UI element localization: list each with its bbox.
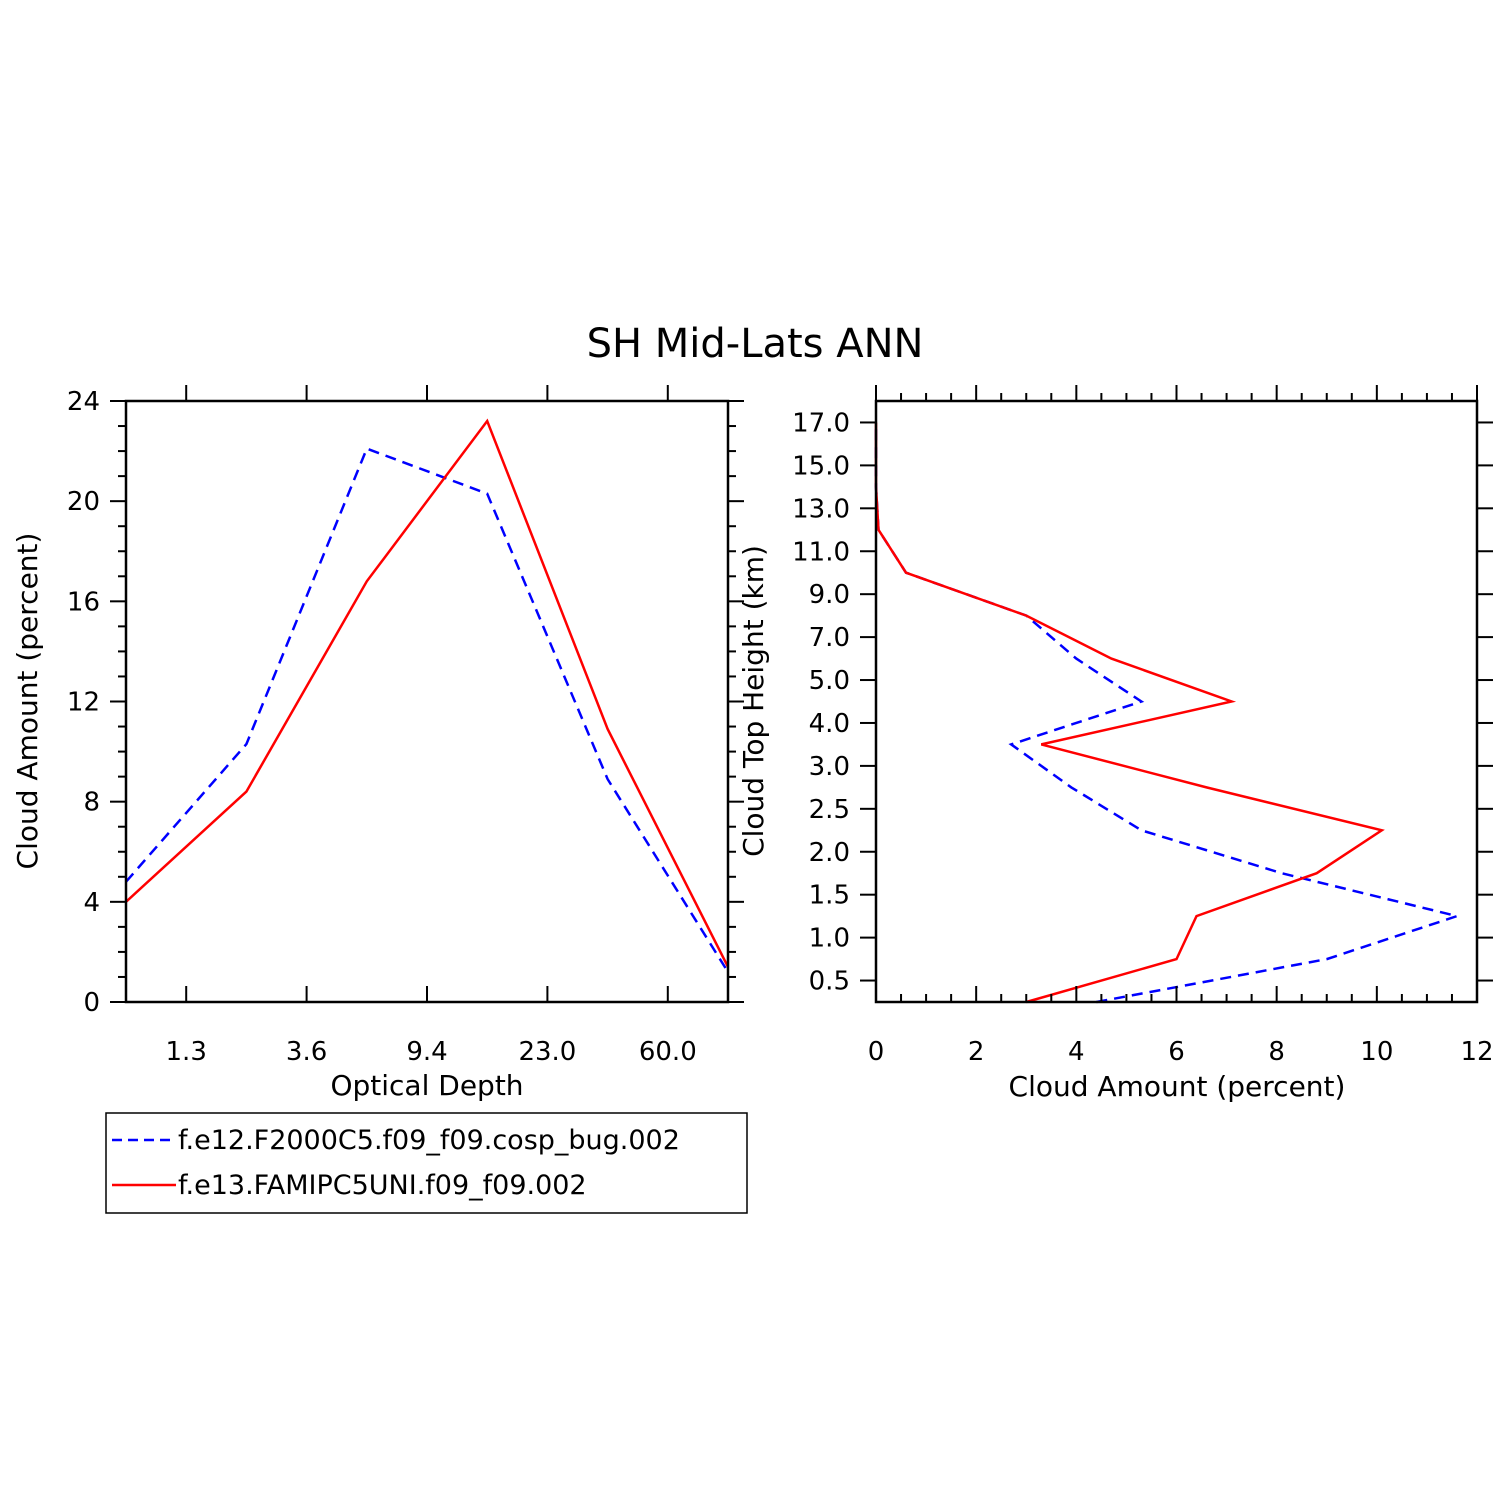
- optical-depth-y-tick-label: 24: [67, 387, 100, 417]
- cloud-top-height-y-tick-label: 0.5: [809, 967, 850, 997]
- optical-depth-y-tick-label: 8: [83, 788, 100, 818]
- chart-title: SH Mid-Lats ANN: [587, 321, 924, 367]
- optical-depth-x-tick-label: 60.0: [639, 1037, 697, 1067]
- cloud-top-height-ticks: 0 2 4 6 8 10 12 0.5 1.0 1.5 2.0 2.5 3.0 4.0 5.0 7.0 9.0 1…: [792, 385, 1494, 1067]
- optical-depth-x-axis-label: Optical Depth: [330, 1069, 523, 1102]
- cloud-top-height-x-tick-label: 8: [1268, 1037, 1285, 1067]
- cloud-top-height-y-tick-label: 11.0: [792, 537, 850, 567]
- cloud-top-height-y-tick-label: 5.0: [809, 666, 850, 696]
- cloud-top-height-y-tick-label: 15.0: [792, 451, 850, 481]
- cloud-top-height-x-tick-label: 2: [968, 1037, 985, 1067]
- cloud-top-height-line-series-1: [874, 422, 1462, 1004]
- optical-depth-x-tick-label: 3.6: [286, 1037, 327, 1067]
- legend-frame: [105, 1112, 748, 1214]
- cloud-top-height-y-tick-label: 9.0: [809, 580, 850, 610]
- cloud-top-height-x-tick-label: 6: [1168, 1037, 1185, 1067]
- optical-depth-x-tick-label: 23.0: [518, 1037, 576, 1067]
- cloud-top-height-y-tick-label: 1.5: [809, 881, 850, 911]
- optical-depth-y-tick-label: 12: [67, 688, 100, 718]
- optical-depth-x-tick-label: 1.3: [166, 1037, 207, 1067]
- optical-depth-y-tick-label: 0: [83, 988, 100, 1018]
- optical-depth-panel: 1.3 3.6 9.4 23.0 60.0 0 4 8 12 16 20 24 Optical Dep…: [11, 385, 744, 1102]
- optical-depth-y-tick-label: 20: [67, 487, 100, 517]
- optical-depth-y-tick-label: 16: [67, 587, 100, 617]
- legend-label-series-a: f.e12.F2000C5.f09_f09.cosp_bug.002: [178, 1125, 680, 1156]
- cloud-top-height-plot-frame: [874, 399, 1479, 1004]
- optical-depth-line-series-2: [125, 418, 730, 968]
- legend-label-series-b: f.e13.FAMIPC5UNI.f09_f09.002: [178, 1170, 587, 1201]
- cloud-top-height-y-axis-label: Cloud Top Height (km): [737, 545, 770, 857]
- cloud-top-height-y-tick-label: 2.0: [809, 838, 850, 868]
- optical-depth-plot-frame: [124, 399, 730, 1004]
- legend: f.e12.F2000C5.f09_f09.cosp_bug.002 f.e13…: [105, 1112, 748, 1214]
- cloud-top-height-y-tick-label: 2.5: [809, 795, 850, 825]
- cloud-top-height-y-tick-label: 7.0: [809, 623, 850, 653]
- cloud-top-height-panel: 0 2 4 6 8 10 12 0.5 1.0 1.5 2.0 2.5 3.0 4.0 5.0 7.0 9.0 1…: [737, 385, 1494, 1103]
- cloud-top-height-y-tick-label: 1.0: [809, 924, 850, 954]
- optical-depth-y-axis-label: Cloud Amount (percent): [11, 533, 44, 870]
- cloud-top-height-series-group: [874, 422, 1462, 1004]
- cloud-top-height-x-tick-label: 0: [868, 1037, 885, 1067]
- optical-depth-line-series-1: [125, 447, 730, 973]
- optical-depth-y-tick-label: 4: [83, 888, 100, 918]
- cloud-top-height-y-tick-label: 17.0: [792, 408, 850, 438]
- optical-depth-series-group: [125, 418, 730, 973]
- optical-depth-ticks: 1.3 3.6 9.4 23.0 60.0 0 4 8 12 16 20 24: [67, 385, 744, 1067]
- optical-depth-x-tick-label: 9.4: [406, 1037, 447, 1067]
- cloud-top-height-x-tick-label: 12: [1460, 1037, 1493, 1067]
- cloud-top-height-x-tick-label: 10: [1360, 1037, 1393, 1067]
- cloud-top-height-y-tick-label: 13.0: [792, 494, 850, 524]
- cloud-top-height-line-series-2: [874, 422, 1385, 1004]
- cloud-top-height-x-tick-label: 4: [1068, 1037, 1085, 1067]
- cloud-top-height-y-tick-label: 4.0: [809, 709, 850, 739]
- cloud-top-height-x-axis-label: Cloud Amount (percent): [1009, 1070, 1346, 1103]
- cloud-top-height-y-tick-label: 3.0: [809, 752, 850, 782]
